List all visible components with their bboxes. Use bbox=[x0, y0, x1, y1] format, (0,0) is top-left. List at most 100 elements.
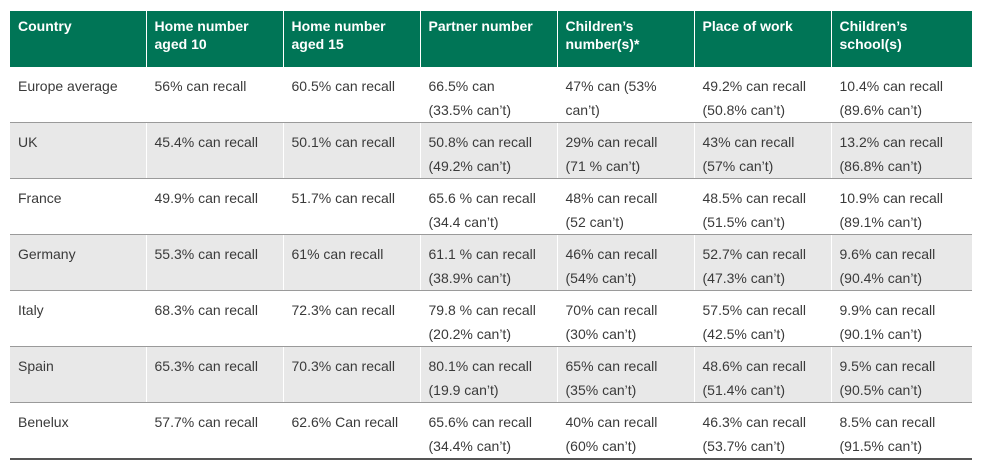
cell-text-line: 65.6 % can recall bbox=[428, 190, 536, 206]
cell-text-line: (19.9 can’t) bbox=[428, 382, 499, 398]
country-header: Country bbox=[10, 11, 147, 67]
cell-text-line: Germany bbox=[18, 246, 76, 262]
cell-text-line: Benelux bbox=[18, 414, 69, 430]
place-of-work-cell: 49.2% can recall (50.8% can’t) bbox=[694, 67, 832, 123]
childrens-numbers-cell: 47% can (53% can’t) bbox=[557, 67, 695, 123]
country-cell: Benelux bbox=[10, 402, 147, 460]
cell-text-line: (90.5% can’t) bbox=[839, 382, 922, 398]
cell-text-line: (34.4% can’t) bbox=[428, 438, 511, 454]
place-of-work-cell: 48.5% can recall (51.5% can’t) bbox=[694, 178, 832, 235]
cell-text-line: (20.2% can’t) bbox=[428, 326, 511, 342]
table-row: Europe average 56% can recall 60.5% can re… bbox=[10, 67, 972, 123]
cell-text-line: 79.8 % can recall bbox=[428, 302, 536, 318]
cell-text-line: 9.5% can recall bbox=[839, 358, 936, 374]
cell-text-line: 43% can recall bbox=[702, 134, 795, 150]
place-of-work-cell: 46.3% can recall (53.7% can’t) bbox=[694, 402, 832, 460]
cell-text-line: 68.3% can recall bbox=[154, 302, 259, 318]
cell-text-line: Italy bbox=[18, 302, 44, 318]
cell-text-line: 57.5% can recall bbox=[702, 302, 807, 318]
header-label-line: Place of work bbox=[702, 18, 793, 34]
header-label-line: number(s)* bbox=[565, 36, 640, 52]
home-number-10-cell: 57.7% can recall bbox=[146, 402, 284, 460]
cell-text-line: 66.5% can bbox=[428, 78, 495, 94]
cell-text-line: 13.2% can recall bbox=[839, 134, 944, 150]
cell-text-line: (57% can’t) bbox=[702, 158, 774, 174]
table-row: France 49.9% can recall 51.7% can recall 65… bbox=[10, 178, 972, 235]
table-row: Benelux 57.7% can recall 62.6% Can recall 6… bbox=[10, 402, 972, 460]
cell-text-line: (54% can’t) bbox=[565, 270, 637, 286]
cell-text-line: 8.5% can recall bbox=[839, 414, 936, 430]
cell-text-line: 29% can recall bbox=[565, 134, 658, 150]
recall-table-container: Country Home number aged 10 Home number aged… bbox=[10, 11, 972, 460]
cell-text-line: 50.8% can recall bbox=[428, 134, 533, 150]
cell-text-line: (51.4% can’t) bbox=[702, 382, 785, 398]
cell-text-line: (89.6% can’t) bbox=[839, 102, 922, 118]
place-of-work-cell: 43% can recall (57% can’t) bbox=[694, 122, 832, 179]
place-of-work-header: Place of work bbox=[694, 11, 832, 67]
cell-text-line: 47% can (53% bbox=[565, 78, 657, 94]
cell-text-line: (91.5% can’t) bbox=[839, 438, 922, 454]
header-label-line: Home number bbox=[154, 18, 249, 34]
childrens-schools-cell: 9.6% can recall (90.4% can’t) bbox=[831, 234, 972, 291]
cell-text-line: 55.3% can recall bbox=[154, 246, 259, 262]
cell-text-line: 9.9% can recall bbox=[839, 302, 936, 318]
cell-text-line: 72.3% can recall bbox=[291, 302, 396, 318]
header-label-line: Children’s bbox=[565, 18, 634, 34]
childrens-numbers-cell: 29% can recall (71 % can’t) bbox=[557, 122, 695, 179]
childrens-schools-cell: 9.5% can recall (90.5% can’t) bbox=[831, 346, 972, 403]
partner-number-cell: 50.8% can recall (49.2% can’t) bbox=[420, 122, 558, 179]
home-number-10-cell: 49.9% can recall bbox=[146, 178, 284, 235]
cell-text-line: 57.7% can recall bbox=[154, 414, 259, 430]
cell-text-line: (38.9% can’t) bbox=[428, 270, 511, 286]
partner-number-cell: 65.6 % can recall (34.4 can’t) bbox=[420, 178, 558, 235]
cell-text-line: 52.7% can recall bbox=[702, 246, 807, 262]
childrens-schools-cell: 8.5% can recall (91.5% can’t) bbox=[831, 402, 972, 460]
cell-text-line: Spain bbox=[18, 358, 54, 374]
childrens-schools-cell: 10.4% can recall (89.6% can’t) bbox=[831, 67, 972, 123]
table-row: Italy 68.3% can recall 72.3% can recall 79.… bbox=[10, 290, 972, 347]
header-label-line: aged 10 bbox=[154, 36, 207, 52]
country-cell: Germany bbox=[10, 234, 147, 291]
cell-text-line: (90.4% can’t) bbox=[839, 270, 922, 286]
cell-text-line: 56% can recall bbox=[154, 78, 247, 94]
cell-text-line: 60.5% can recall bbox=[291, 78, 396, 94]
header-label-line: Country bbox=[18, 18, 72, 34]
home-number-15-cell: 61% can recall bbox=[283, 234, 421, 291]
cell-text-line: (60% can’t) bbox=[565, 438, 637, 454]
childrens-numbers-cell: 46% can recall (54% can’t) bbox=[557, 234, 695, 291]
country-cell: Spain bbox=[10, 346, 147, 403]
place-of-work-cell: 57.5% can recall (42.5% can’t) bbox=[694, 290, 832, 347]
cell-text-line: (52 can’t) bbox=[565, 214, 624, 230]
cell-text-line: 70.3% can recall bbox=[291, 358, 396, 374]
cell-text-line: (53.7% can’t) bbox=[702, 438, 785, 454]
cell-text-line: 46.3% can recall bbox=[702, 414, 807, 430]
cell-text-line: 49.2% can recall bbox=[702, 78, 807, 94]
cell-text-line: (71 % can’t) bbox=[565, 158, 641, 174]
home-number-aged-10-header: Home number aged 10 bbox=[146, 11, 284, 67]
cell-text-line: (49.2% can’t) bbox=[428, 158, 511, 174]
home-number-15-cell: 72.3% can recall bbox=[283, 290, 421, 347]
childrens-numbers-cell: 70% can recall (30% can’t) bbox=[557, 290, 695, 347]
cell-text-line: France bbox=[18, 190, 62, 206]
cell-text-line: 61% can recall bbox=[291, 246, 384, 262]
home-number-10-cell: 55.3% can recall bbox=[146, 234, 284, 291]
cell-text-line: 48.5% can recall bbox=[702, 190, 807, 206]
header-label-line: Home number bbox=[291, 18, 386, 34]
home-number-15-cell: 62.6% Can recall bbox=[283, 402, 421, 460]
childrens-numbers-cell: 48% can recall (52 can’t) bbox=[557, 178, 695, 235]
cell-text-line: 9.6% can recall bbox=[839, 246, 936, 262]
partner-number-cell: 66.5% can (33.5% can’t) bbox=[420, 67, 558, 123]
cell-text-line: 70% can recall bbox=[565, 302, 658, 318]
home-number-aged-15-header: Home number aged 15 bbox=[283, 11, 421, 67]
cell-text-line: (30% can’t) bbox=[565, 326, 637, 342]
cell-text-line: (42.5% can’t) bbox=[702, 326, 785, 342]
header-label-line: Partner number bbox=[428, 18, 533, 34]
cell-text-line: 65.3% can recall bbox=[154, 358, 259, 374]
cell-text-line: 65.6% can recall bbox=[428, 414, 533, 430]
cell-text-line: (47.3% can’t) bbox=[702, 270, 785, 286]
home-number-15-cell: 70.3% can recall bbox=[283, 346, 421, 403]
childrens-schools-cell: 13.2% can recall (86.8% can’t) bbox=[831, 122, 972, 179]
cell-text-line: 62.6% Can recall bbox=[291, 414, 399, 430]
home-number-15-cell: 50.1% can recall bbox=[283, 122, 421, 179]
place-of-work-cell: 48.6% can recall (51.4% can’t) bbox=[694, 346, 832, 403]
